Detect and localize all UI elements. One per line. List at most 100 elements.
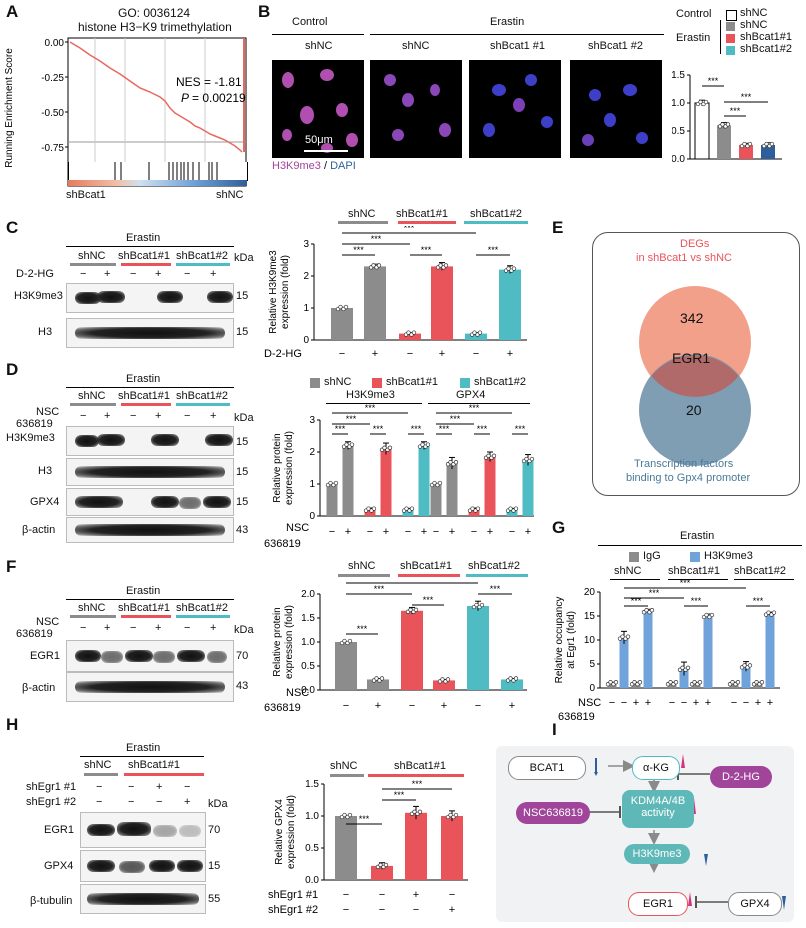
sign: − (128, 796, 135, 808)
node-gpx4: GPX4 (728, 892, 782, 916)
data-point (632, 680, 637, 685)
d-row-label: 636819 (16, 418, 53, 430)
micrograph-control-shnc (272, 60, 364, 158)
y-tick-label: 1.0 (301, 637, 315, 648)
sig-label: *** (708, 76, 719, 86)
h-blot-tubulin (80, 884, 206, 914)
gsea-ylabel: Running Enrichment Score (4, 48, 15, 168)
sign: − (80, 268, 87, 280)
legend-swatch (726, 22, 735, 31)
f-group: shBcat1#2 (176, 602, 228, 614)
h-protein: EGR1 (44, 824, 74, 836)
panel-letter-b: B (258, 2, 271, 21)
x-sign: − (329, 526, 335, 538)
data-point (747, 663, 753, 668)
sign: + (210, 410, 217, 422)
x-sign: − (379, 889, 385, 901)
c-protein: H3 (38, 326, 53, 338)
data-point (420, 442, 425, 447)
data-point (438, 263, 443, 268)
data-point (379, 676, 385, 681)
sign: + (104, 410, 111, 422)
y-tick-label: 15 (584, 611, 596, 622)
gsea-ytick: 0.00 (45, 38, 65, 49)
d-sub2: GPX4 (456, 389, 486, 401)
bar (342, 445, 354, 516)
sign: + (155, 622, 162, 634)
y-tick-label: 1.5 (305, 779, 319, 790)
x-sign: − (433, 526, 439, 538)
data-point (453, 812, 459, 818)
y-tick-label: 0.0 (672, 154, 685, 165)
legend-swatch (726, 10, 737, 21)
bar (739, 145, 753, 159)
bar (433, 680, 455, 690)
y-tick-label: 0.5 (672, 126, 685, 137)
y-tick-label: 1.5 (672, 70, 685, 81)
sign: − (184, 410, 191, 422)
x-sign: − (343, 889, 349, 901)
data-point (513, 676, 519, 681)
data-point (613, 680, 619, 685)
sig-label: *** (371, 234, 382, 244)
sign: + (156, 781, 163, 793)
data-point (411, 330, 417, 335)
data-point (754, 680, 759, 685)
gsea-title-2: histone H3−K9 trimethylation (78, 20, 232, 34)
y-tick-label: 5 (589, 659, 595, 670)
b-control: Control (292, 16, 328, 28)
y-tick-label: 0.0 (305, 875, 319, 886)
x-sign: + (645, 697, 651, 709)
c-bar-group: shNC (348, 208, 376, 220)
x-row-label: shEgr1 #1 (268, 889, 318, 901)
data-point (477, 330, 483, 335)
data-point (709, 612, 715, 618)
h-mw: 15 (208, 860, 221, 872)
data-point (371, 263, 376, 268)
venn-diagram (639, 286, 751, 466)
x-row-label: − (379, 904, 385, 916)
c-erastin: Erastin (126, 232, 161, 244)
bar (402, 509, 414, 516)
gsea-hits (68, 162, 248, 181)
bar (441, 816, 463, 880)
x-sign: + (441, 700, 447, 712)
f-protein: β-actin (22, 682, 56, 694)
sig-label: *** (439, 424, 450, 434)
sig-label: *** (488, 245, 499, 255)
bar (717, 125, 731, 159)
x-sign: + (413, 889, 419, 901)
d-legend: shNC (324, 376, 352, 388)
data-point (437, 480, 443, 486)
bar (380, 448, 392, 516)
sig-label: *** (490, 584, 501, 594)
data-point (448, 460, 453, 465)
sig-label: *** (477, 424, 488, 434)
stain-h3k9me3: H3K9me3 (272, 160, 321, 172)
venn-count-bottom: 20 (686, 402, 702, 418)
g-erastin: Erastin (680, 530, 715, 542)
y-tick-label: 1 (303, 303, 309, 314)
sign: − (130, 622, 137, 634)
gsea-p-value: = 0.00219 (192, 91, 246, 105)
x-sign: − (609, 697, 615, 709)
legend-swatch (726, 34, 735, 43)
chart-h: 0.0 0.5 1.0 1.5 Relative GPX4 expression (fol… (268, 779, 468, 916)
gsea-left-label: shBcat1 (66, 189, 106, 201)
data-point (425, 442, 431, 447)
g-group: shBcat1#2 (734, 565, 786, 577)
data-point (685, 665, 691, 670)
x-sign: + (509, 700, 515, 712)
data-point (376, 263, 382, 268)
gsea-p-label: P (181, 91, 189, 105)
x-sign: − (409, 700, 415, 712)
y-tick-label: 0.5 (301, 661, 315, 672)
data-point (342, 638, 347, 644)
x-sign: − (471, 526, 477, 538)
y-tick-label: 0.5 (305, 843, 319, 854)
data-point (764, 141, 769, 147)
data-point (668, 680, 673, 685)
chart-b: 0.00.51.01.5H3K9me3 intensity (fold)****… (672, 62, 782, 172)
x-sign: + (439, 348, 445, 360)
d-blot-actin (66, 517, 234, 543)
